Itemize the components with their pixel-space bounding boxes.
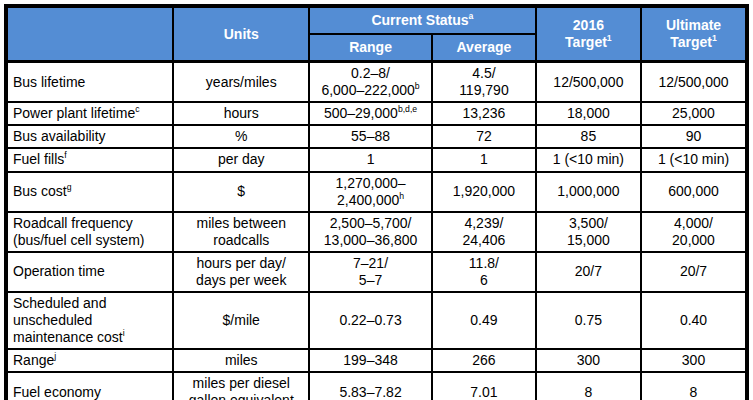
target-2016-cell: 85 — [536, 125, 641, 148]
row-label-cell: Fuel fillsf — [6, 148, 173, 171]
average-cell: 11.8/6 — [432, 252, 536, 292]
ultimate-target-cell: 12/500,000 — [641, 62, 747, 103]
ultimate-target-cell: 300 — [641, 349, 747, 372]
table-row: Fuel economymiles per dieselgallon equiv… — [6, 372, 747, 400]
range-cell: 1,270,000–2,400,000h — [309, 172, 432, 212]
target-2016-cell: 8 — [536, 372, 641, 400]
table-row: Fuel fillsfper day111 (<10 min)1 (<10 mi… — [6, 148, 747, 171]
ultimate-target-cell: 8 — [641, 372, 747, 400]
average-cell: 4,239/24,406 — [432, 212, 536, 252]
row-label-cell: Bus availability — [6, 125, 173, 148]
current-status-header: Current Statusa — [309, 6, 536, 34]
table-row: Scheduled andunscheduledmaintenance cost… — [6, 292, 747, 349]
ultimate-target-cell: 25,000 — [641, 102, 747, 125]
table-body: Bus lifetimeyears/miles0.2–8/6,000–222,0… — [6, 62, 747, 400]
row-label-cell: Operation time — [6, 252, 173, 292]
range-column-header: Range — [309, 34, 432, 62]
target-2016-cell: 0.75 — [536, 292, 641, 349]
row-label-cell: Rangej — [6, 349, 173, 372]
row-label-cell: Power plant lifetimec — [6, 102, 173, 125]
units-cell: per day — [173, 148, 309, 171]
target-2016-cell: 12/500,000 — [536, 62, 641, 103]
average-column-header: Average — [432, 34, 536, 62]
average-cell: 7.01 — [432, 372, 536, 400]
target-2016-cell: 1 (<10 min) — [536, 148, 641, 171]
average-cell: 266 — [432, 349, 536, 372]
units-cell: $ — [173, 172, 309, 212]
range-cell: 0.2–8/6,000–222,000b — [309, 62, 432, 103]
range-cell: 1 — [309, 148, 432, 171]
table-header: Units Current Statusa 2016Target1 Ultima… — [6, 6, 747, 62]
table-row: Bus costg$1,270,000–2,400,000h1,920,0001… — [6, 172, 747, 212]
table-row: Rangejmiles199–348266300300 — [6, 349, 747, 372]
ultimate-target-cell: 600,000 — [641, 172, 747, 212]
units-cell: % — [173, 125, 309, 148]
units-cell: $/mile — [173, 292, 309, 349]
target-2016-cell: 20/7 — [536, 252, 641, 292]
header-row-top: Units Current Statusa 2016Target1 Ultima… — [6, 6, 747, 34]
average-cell: 4.5/119,790 — [432, 62, 536, 103]
range-cell: 7–21/5–7 — [309, 252, 432, 292]
row-label-cell: Bus lifetime — [6, 62, 173, 103]
units-cell: hours — [173, 102, 309, 125]
corner-header-cell — [6, 6, 173, 62]
ultimate-target-cell: 20/7 — [641, 252, 747, 292]
average-cell: 72 — [432, 125, 536, 148]
average-cell: 13,236 — [432, 102, 536, 125]
range-cell: 55–88 — [309, 125, 432, 148]
units-column-header: Units — [173, 6, 309, 62]
target-2016-cell: 1,000,000 — [536, 172, 641, 212]
units-cell: miles per dieselgallon equivalent — [173, 372, 309, 400]
ultimate-target-cell: 90 — [641, 125, 747, 148]
table-row: Roadcall frequency(bus/fuel cell system)… — [6, 212, 747, 252]
ultimate-target-cell: 0.40 — [641, 292, 747, 349]
units-cell: hours per day/days per week — [173, 252, 309, 292]
target-2016-cell: 3,500/15,000 — [536, 212, 641, 252]
average-cell: 1,920,000 — [432, 172, 536, 212]
average-cell: 1 — [432, 148, 536, 171]
ultimate-target-cell: 1 (<10 min) — [641, 148, 747, 171]
range-cell: 5.83–7.82 — [309, 372, 432, 400]
range-cell: 2,500–5,700/13,000–36,800 — [309, 212, 432, 252]
target-2016-column-header: 2016Target1 — [536, 6, 641, 62]
table-row: Bus lifetimeyears/miles0.2–8/6,000–222,0… — [6, 62, 747, 103]
ultimate-target-cell: 4,000/20,000 — [641, 212, 747, 252]
range-cell: 0.22–0.73 — [309, 292, 432, 349]
table-row: Bus availability%55–88728590 — [6, 125, 747, 148]
row-label-cell: Bus costg — [6, 172, 173, 212]
target-2016-cell: 18,000 — [536, 102, 641, 125]
average-cell: 0.49 — [432, 292, 536, 349]
ultimate-target-column-header: UltimateTarget1 — [641, 6, 747, 62]
range-cell: 199–348 — [309, 349, 432, 372]
units-cell: years/miles — [173, 62, 309, 103]
units-cell: miles betweenroadcalls — [173, 212, 309, 252]
table-container: Units Current Statusa 2016Target1 Ultima… — [0, 0, 753, 400]
row-label-cell: Fuel economy — [6, 372, 173, 400]
units-cell: miles — [173, 349, 309, 372]
target-2016-cell: 300 — [536, 349, 641, 372]
table-row: Power plant lifetimechours500–29,000b,d,… — [6, 102, 747, 125]
table-row: Operation timehours per day/days per wee… — [6, 252, 747, 292]
row-label-cell: Scheduled andunscheduledmaintenance cost… — [6, 292, 173, 349]
row-label-cell: Roadcall frequency(bus/fuel cell system) — [6, 212, 173, 252]
fuel-cell-bus-performance-table: Units Current Statusa 2016Target1 Ultima… — [4, 4, 749, 400]
range-cell: 500–29,000b,d,e — [309, 102, 432, 125]
